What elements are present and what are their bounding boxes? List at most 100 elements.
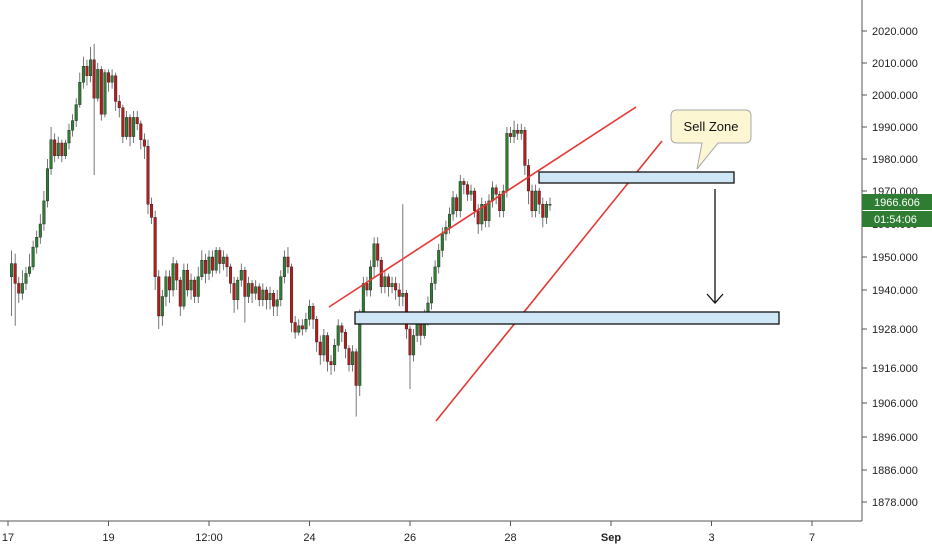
candle[interactable] [153, 210, 157, 290]
candle[interactable] [394, 276, 398, 300]
candle[interactable] [164, 270, 168, 307]
candle[interactable] [53, 133, 57, 163]
sell-zone-callout[interactable] [670, 109, 752, 170]
candle[interactable] [430, 276, 434, 310]
candle[interactable] [196, 266, 200, 303]
candle[interactable] [211, 250, 215, 277]
candle[interactable] [24, 266, 28, 290]
candle[interactable] [480, 197, 484, 231]
candle[interactable] [279, 270, 283, 307]
candle[interactable] [347, 345, 351, 372]
candle[interactable] [71, 114, 75, 137]
candle[interactable] [121, 104, 125, 143]
candle[interactable] [114, 72, 118, 111]
candle[interactable] [92, 43, 96, 175]
candle[interactable] [390, 276, 394, 294]
candle[interactable] [530, 184, 534, 218]
candle[interactable] [96, 63, 100, 102]
candle[interactable] [182, 263, 186, 310]
candle[interactable] [207, 250, 211, 281]
candle[interactable] [218, 247, 222, 274]
candle[interactable] [268, 286, 272, 310]
candle[interactable] [150, 197, 154, 224]
candle[interactable] [343, 329, 347, 359]
candle[interactable] [157, 270, 161, 329]
candle[interactable] [451, 191, 455, 221]
lower-trendline[interactable] [435, 140, 663, 422]
candle[interactable] [250, 280, 254, 303]
candle[interactable] [160, 290, 164, 326]
time-axis[interactable]: 17 19 12:00 24 26 28 Sep 3 7 [2, 521, 815, 544]
candle[interactable] [63, 139, 67, 159]
candle[interactable] [509, 127, 512, 143]
candle[interactable] [290, 263, 294, 333]
candle[interactable] [397, 283, 401, 307]
candle[interactable] [297, 319, 301, 336]
candle[interactable] [523, 127, 527, 175]
candle[interactable] [462, 178, 466, 195]
candle[interactable] [272, 290, 276, 316]
candle[interactable] [254, 280, 258, 300]
candle[interactable] [501, 184, 505, 218]
candle[interactable] [74, 98, 78, 127]
candle[interactable] [214, 247, 218, 274]
candle[interactable] [308, 299, 311, 326]
candle[interactable] [365, 276, 369, 297]
candle[interactable] [203, 253, 207, 284]
drawings-layer[interactable]: Sell Zone [328, 106, 780, 422]
candle[interactable] [340, 322, 344, 343]
target-zone-box[interactable] [354, 311, 780, 325]
candle[interactable] [185, 263, 189, 297]
candle[interactable] [336, 319, 340, 352]
candle[interactable] [351, 345, 355, 372]
candle[interactable] [178, 276, 182, 316]
candle[interactable] [433, 260, 437, 290]
candle[interactable] [128, 114, 132, 147]
candle[interactable] [315, 316, 319, 352]
candle[interactable] [31, 240, 35, 271]
candle[interactable] [458, 175, 462, 218]
candle[interactable] [239, 263, 243, 287]
candle[interactable] [45, 159, 49, 208]
candle[interactable] [49, 127, 53, 175]
candle[interactable] [264, 286, 268, 310]
candle[interactable] [232, 276, 236, 313]
candle[interactable] [60, 139, 64, 163]
candle[interactable] [383, 270, 387, 294]
candle[interactable] [286, 247, 290, 274]
candle[interactable] [110, 69, 114, 89]
candle[interactable] [526, 159, 530, 205]
candle[interactable] [548, 197, 552, 211]
candle[interactable] [369, 260, 373, 297]
sell-zone-box[interactable] [538, 171, 735, 184]
candle[interactable] [372, 237, 376, 277]
candle[interactable] [78, 72, 82, 108]
candle[interactable] [132, 111, 136, 143]
candle[interactable] [13, 253, 17, 326]
candle[interactable] [505, 127, 509, 198]
candle[interactable] [534, 184, 538, 218]
candle[interactable] [379, 257, 383, 294]
candle[interactable] [465, 181, 469, 201]
candle[interactable] [541, 197, 545, 228]
candle[interactable] [56, 136, 60, 159]
candle[interactable] [17, 276, 21, 303]
candle[interactable] [376, 237, 380, 267]
candle[interactable] [322, 329, 326, 362]
candle[interactable] [103, 69, 107, 118]
candle[interactable] [386, 273, 390, 297]
candle[interactable] [519, 123, 523, 140]
candle[interactable] [282, 250, 286, 284]
candle[interactable] [81, 56, 85, 89]
candle[interactable] [229, 263, 233, 294]
candle[interactable] [246, 276, 250, 303]
candle[interactable] [38, 214, 42, 244]
candle[interactable] [10, 250, 14, 316]
candle[interactable] [311, 303, 315, 329]
price-axis[interactable]: 2020.000 2010.000 2000.000 1990.000 1980.000… [862, 26, 918, 509]
candle[interactable] [447, 207, 451, 234]
candle[interactable] [200, 250, 204, 281]
candle[interactable] [537, 187, 541, 215]
candle[interactable] [318, 335, 322, 365]
